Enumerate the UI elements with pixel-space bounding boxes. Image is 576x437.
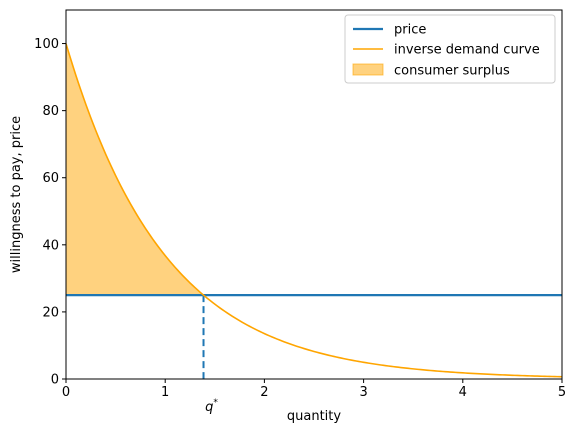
- plot-frame: [65, 9, 563, 380]
- y-axis-label: willingness to pay, price: [9, 116, 24, 273]
- inverse-demand-curve: [65, 43, 563, 378]
- y-tick-label: 60: [42, 171, 59, 186]
- x-tick-label: 0: [62, 385, 70, 400]
- legend-box: [344, 14, 556, 84]
- legend-label: inverse demand curve: [394, 43, 540, 58]
- legend-label: price: [394, 23, 426, 38]
- legend: price inverse demand curve consumer surplu…: [344, 14, 556, 84]
- y-tick-label: 100: [34, 37, 59, 52]
- x-axis-label: quantity: [287, 409, 342, 424]
- consumer-surplus-area: [66, 43, 204, 296]
- x-tick-label: 4: [459, 385, 467, 400]
- x-tick-label: 3: [359, 385, 367, 400]
- y-tick-label: 20: [42, 305, 59, 320]
- legend-swatch-consumer-surplus: [352, 63, 384, 76]
- legend-label: consumer surplus: [394, 64, 510, 79]
- y-tick-label: 40: [42, 238, 59, 253]
- y-tick-label: 0: [51, 373, 59, 388]
- y-tick-label: 80: [42, 104, 59, 119]
- plot-layer: [65, 43, 563, 379]
- x-tick-label: 1: [161, 385, 169, 400]
- x-tick-label: 5: [558, 385, 566, 400]
- x-tick-label: 2: [260, 385, 268, 400]
